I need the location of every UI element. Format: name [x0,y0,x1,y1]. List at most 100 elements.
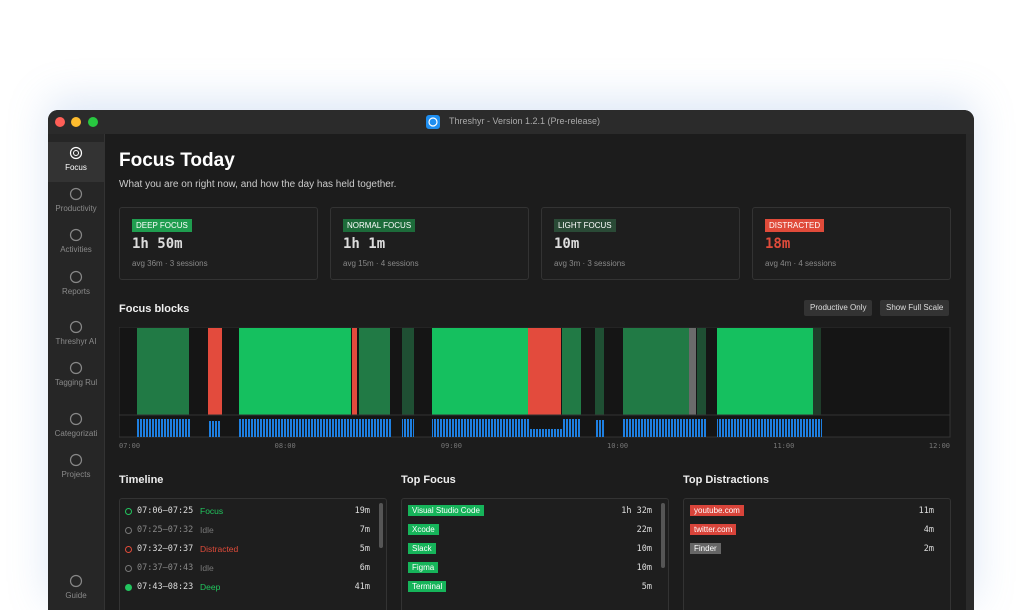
nav-icon [69,412,83,426]
duration: 41m [354,582,370,592]
nav-item[interactable]: Reports [48,270,104,296]
list-row[interactable]: Figma 10m [402,559,668,578]
block [352,328,357,415]
summary-card: DISTRACTED 18m avg 4m · 4 sessions [752,207,951,280]
app-tag: Finder [690,543,721,554]
nav-label: Reports [61,287,90,296]
nav-label: Guide [65,591,87,600]
state-label: Focus [200,506,224,516]
nav-icon [69,574,83,588]
app-tag: Xcode [408,524,439,535]
nav-item[interactable]: Guide [48,574,104,600]
nav-item[interactable]: Categorizati [48,412,104,438]
window-title: Threshyr - Version 1.2.1 (Pre-release) [449,116,601,126]
block [402,328,414,415]
activity [595,420,604,437]
nav-item[interactable]: Projects [48,453,104,479]
activity [238,415,391,437]
nav-item[interactable]: Tagging Rul [48,361,104,387]
minimize-button[interactable] [71,117,81,127]
duration: 11m [918,506,934,516]
axis-label: 12:00 [928,442,950,450]
app-tag: Terminal [408,581,447,592]
state-label: Deep [200,582,221,592]
scrollbar [379,503,383,548]
list-row[interactable]: Xcode 22m [402,521,668,540]
section-title: Timeline [119,474,164,486]
duration: 22m [636,525,652,535]
nav-label: Tagging Rul [54,378,98,387]
nav-item[interactable]: Activities [48,228,104,254]
duration: 10m [636,544,652,554]
scrollbar [966,134,974,610]
block [595,328,604,415]
nav-icon [69,320,83,334]
list-row[interactable]: Terminal 5m [402,578,668,597]
block [239,328,351,415]
activity [208,421,221,437]
card-detail: avg 4m · 4 sessions [765,259,837,268]
nav-label: Threshyr AI [55,337,97,346]
card-detail: avg 3m · 3 sessions [554,259,626,268]
filter-button[interactable]: Productive Only [804,300,873,316]
time-range: 07:43–08:23 [137,582,194,592]
nav-item[interactable]: Threshyr AI [48,320,104,346]
app-icon [426,115,440,129]
list-row[interactable]: twitter.com 4m [684,521,950,540]
page-subtitle: What you are on right now, and how the d… [119,179,397,190]
timeline-row[interactable]: 07:06–07:25 Focus 19m [120,502,386,521]
timeline-row[interactable]: 07:25–07:32 Idle 7m [120,521,386,540]
axis-label: 08:00 [274,442,296,450]
timeline-row[interactable]: 07:37–07:43 Idle 6m [120,559,386,578]
app-window: Threshyr - Version 1.2.1 (Pre-release) F… [48,110,974,610]
nav-icon [69,146,83,160]
nav-item[interactable]: Productivity [48,187,104,213]
status-dot [125,584,132,591]
duration: 6m [359,563,370,573]
status-dot [125,546,132,553]
focus-blocks-chart [119,327,951,438]
card-value: 1h 1m [343,236,386,252]
badge: NORMAL FOCUS [343,219,416,232]
close-button[interactable] [55,117,65,127]
block [689,328,696,415]
summary-card: NORMAL FOCUS 1h 1m avg 15m · 4 sessions [330,207,529,280]
axis-label: 07:00 [119,442,141,450]
app-tag: youtube.com [690,505,744,516]
nav-icon [69,453,83,467]
list-row[interactable]: youtube.com 11m [684,502,950,521]
list-row[interactable]: Slack 10m [402,540,668,559]
nav-icon [69,361,83,375]
activity [717,416,822,437]
duration: 7m [359,525,370,535]
summary-card: LIGHT FOCUS 10m avg 3m · 3 sessions [541,207,740,280]
activity-bars [136,415,822,437]
section-title: Top Focus [401,474,456,486]
activity [432,417,529,437]
nav-item[interactable]: Focus [48,142,104,182]
timeline-row[interactable]: 07:43–08:23 Deep 41m [120,578,386,597]
badge: LIGHT FOCUS [554,219,616,232]
list-row[interactable]: Visual Studio Code 1h 32m [402,502,668,521]
scale-button[interactable]: Show Full Scale [880,300,950,316]
block [813,328,821,415]
list-row[interactable]: Finder 2m [684,540,950,559]
card-value: 1h 50m [132,236,183,252]
time-range: 07:37–07:43 [137,563,194,573]
timeline-row[interactable]: 07:32–07:37 Distracted 5m [120,540,386,559]
activity [562,419,581,437]
section-title: Focus blocks [119,303,190,315]
card-detail: avg 36m · 3 sessions [132,259,208,268]
state-label: Idle [200,563,214,573]
zoom-button[interactable] [88,117,98,127]
duration: 5m [641,582,652,592]
nav-icon [69,187,83,201]
nav-label: Focus [65,163,87,172]
axis-label: 10:00 [607,442,629,450]
activity [136,415,190,437]
status-dot [125,508,132,515]
top-distractions-panel: youtube.com 11m twitter.com 4m Finder 2m [683,498,951,610]
block [697,328,706,415]
app-tag: twitter.com [690,524,737,535]
timeline-panel: 07:06–07:25 Focus 19m 07:25–07:32 Idle 7m 07:3… [119,498,387,610]
